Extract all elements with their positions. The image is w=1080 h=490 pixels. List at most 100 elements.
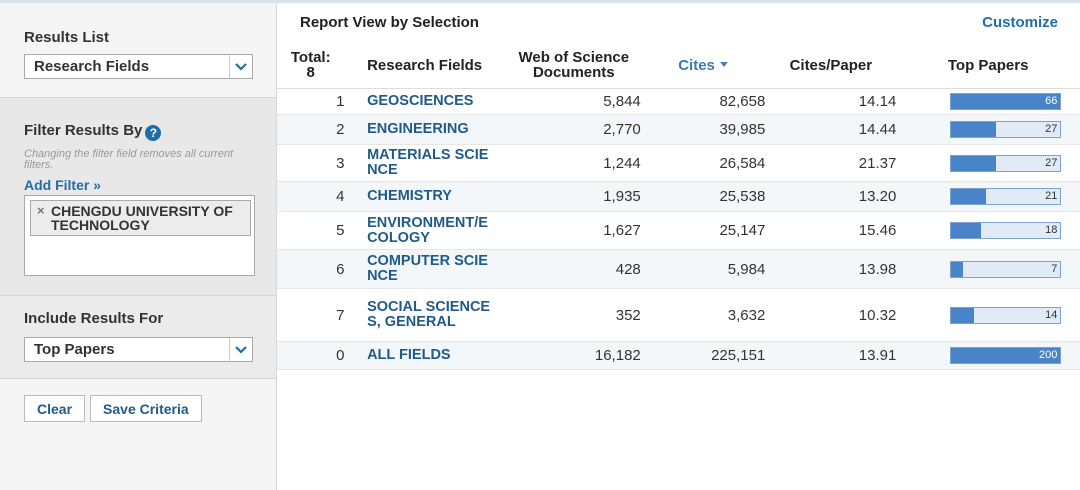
bar-label: 14: [1045, 308, 1058, 321]
field-link[interactable]: ENGINEERING: [367, 121, 469, 137]
rank: 5: [277, 211, 345, 250]
bar-fill: [951, 155, 996, 171]
label: Filter Results By?: [24, 122, 276, 141]
bar-label: 27: [1045, 156, 1058, 169]
spacer: [344, 341, 363, 370]
bar-label: 7: [1051, 262, 1058, 275]
bar: 27: [950, 121, 1062, 138]
rank: 2: [277, 114, 345, 145]
field-link[interactable]: ENVIRONMENT/ECOLOGY: [367, 214, 488, 246]
documents: 352: [506, 288, 641, 342]
dropdown[interactable]: Research Fields: [24, 54, 253, 79]
clear-button[interactable]: Clear: [24, 395, 86, 422]
field-cell: ENGINEERING: [362, 114, 507, 145]
bar-label: 66: [1045, 95, 1058, 107]
field-cell: CHEMISTRY: [362, 181, 507, 212]
bar-fill: [951, 94, 1061, 109]
rank: 4: [277, 181, 345, 212]
dropdown[interactable]: Top Papers: [24, 337, 253, 362]
header: Cites/Paper: [765, 42, 897, 89]
cites-per-paper: 15.46: [765, 211, 897, 250]
table-row: 1 GEOSCIENCES 5,844 82,658 14.14 66: [277, 88, 1080, 115]
table-row: 4 CHEMISTRY 1,935 25,538 13.20 21: [277, 181, 1080, 212]
documents: 5,844: [506, 88, 641, 115]
top-papers-cell: 7: [896, 249, 1080, 289]
include-section: Include Results For Top Papers: [0, 296, 276, 379]
header-row: Total: 8 Research Fields Web of Science D…: [277, 42, 1080, 89]
sort-icon: [719, 61, 728, 67]
label-text: Filter Results By: [24, 122, 143, 139]
table-row: 0 ALL FIELDS 16,182 225,151 13.91 200: [277, 341, 1080, 370]
help-icon[interactable]: ?: [145, 125, 162, 141]
cites-per-paper: 13.20: [765, 181, 897, 212]
header: Total: 8: [277, 42, 345, 89]
spacer: [344, 249, 363, 289]
rank: 0: [277, 341, 345, 370]
cites: 39,985: [640, 114, 766, 145]
buttons-section: Clear Save Criteria: [0, 379, 276, 490]
bar-fill: [951, 122, 996, 137]
table-row: 2 ENGINEERING 2,770 39,985 14.44 27: [277, 114, 1080, 145]
report: Report View by Selection Customize Total…: [277, 3, 1080, 490]
documents: 16,182: [506, 341, 641, 370]
bar-label: 200: [1038, 349, 1058, 361]
field-link[interactable]: ALL FIELDS: [367, 347, 451, 363]
field-link[interactable]: SOCIAL SCIENCES, GENERAL: [367, 299, 491, 330]
cites-per-paper: 14.44: [765, 114, 897, 145]
top-papers-cell: 14: [896, 288, 1080, 342]
filter-box: × CHENGDU UNIVERSITY OF TECHNOLOGY: [24, 195, 255, 276]
dropdown-arrow: [229, 338, 247, 361]
filter-tag: × CHENGDU UNIVERSITY OF TECHNOLOGY: [30, 200, 251, 236]
bar: 14: [950, 306, 1062, 324]
header-text: Cites: [678, 56, 715, 74]
spacer: [344, 181, 363, 212]
cites-per-paper: 14.14: [765, 88, 897, 115]
remove-button[interactable]: ×: [37, 203, 45, 218]
spacer: [344, 288, 363, 342]
bar-fill: [951, 189, 987, 204]
cites-per-paper: 13.91: [765, 341, 897, 370]
field-link[interactable]: COMPUTER SCIENCE: [367, 253, 488, 284]
table-row: 7 SOCIAL SCIENCES, GENERAL 352 3,632 10.32 14: [277, 288, 1080, 342]
report-title: Report View by Selection: [300, 14, 479, 31]
header[interactable]: Cites: [640, 42, 766, 89]
field-link[interactable]: CHEMISTRY: [367, 188, 452, 204]
rank: 3: [277, 144, 345, 182]
label: Results List: [24, 29, 110, 46]
total: 8: [306, 64, 315, 81]
field-cell: GEOSCIENCES: [362, 88, 507, 115]
header-text: Total:: [290, 49, 331, 66]
rank: 1: [277, 88, 345, 115]
sidebar: Results List Research Fields Filter Resu…: [0, 3, 277, 490]
report-table: Total: 8 Research Fields Web of Science D…: [277, 42, 1080, 370]
bar: 21: [950, 188, 1062, 205]
bar: 66: [950, 93, 1062, 110]
note: Changing the filter field removes all cu…: [24, 148, 234, 171]
cites: 25,147: [640, 211, 766, 250]
top-papers-cell: 21: [896, 181, 1080, 212]
spacer: [344, 211, 363, 250]
add-filter-link[interactable]: Add Filter »: [24, 177, 102, 193]
top-papers-cell: 27: [896, 114, 1080, 145]
bar: 7: [950, 260, 1062, 278]
top-papers-cell: 18: [896, 211, 1080, 250]
dropdown-arrow: [229, 55, 247, 78]
field-cell: ENVIRONMENT/ECOLOGY: [362, 211, 507, 250]
field-link[interactable]: MATERIALS SCIENCE: [367, 147, 489, 178]
table-body: 1 GEOSCIENCES 5,844 82,658 14.14 66 2 ENGINEERI…: [277, 88, 1080, 370]
cites: 225,151: [640, 341, 766, 370]
cites-per-paper: 13.98: [765, 249, 897, 289]
customize-link[interactable]: Customize: [982, 14, 1058, 31]
field-link[interactable]: GEOSCIENCES: [367, 93, 474, 109]
bar-label: 18: [1045, 224, 1058, 236]
save-button[interactable]: Save Criteria: [90, 395, 202, 422]
documents: 1,244: [506, 144, 641, 182]
field-cell: ALL FIELDS: [362, 341, 507, 370]
bar-label: 21: [1045, 190, 1058, 202]
bar: 200: [950, 347, 1062, 364]
bar-fill: [951, 307, 975, 323]
bar-fill: [951, 261, 963, 277]
cites: 3,632: [640, 288, 766, 342]
results-list-section: Results List Research Fields: [0, 3, 276, 98]
rank: 6: [277, 249, 345, 289]
